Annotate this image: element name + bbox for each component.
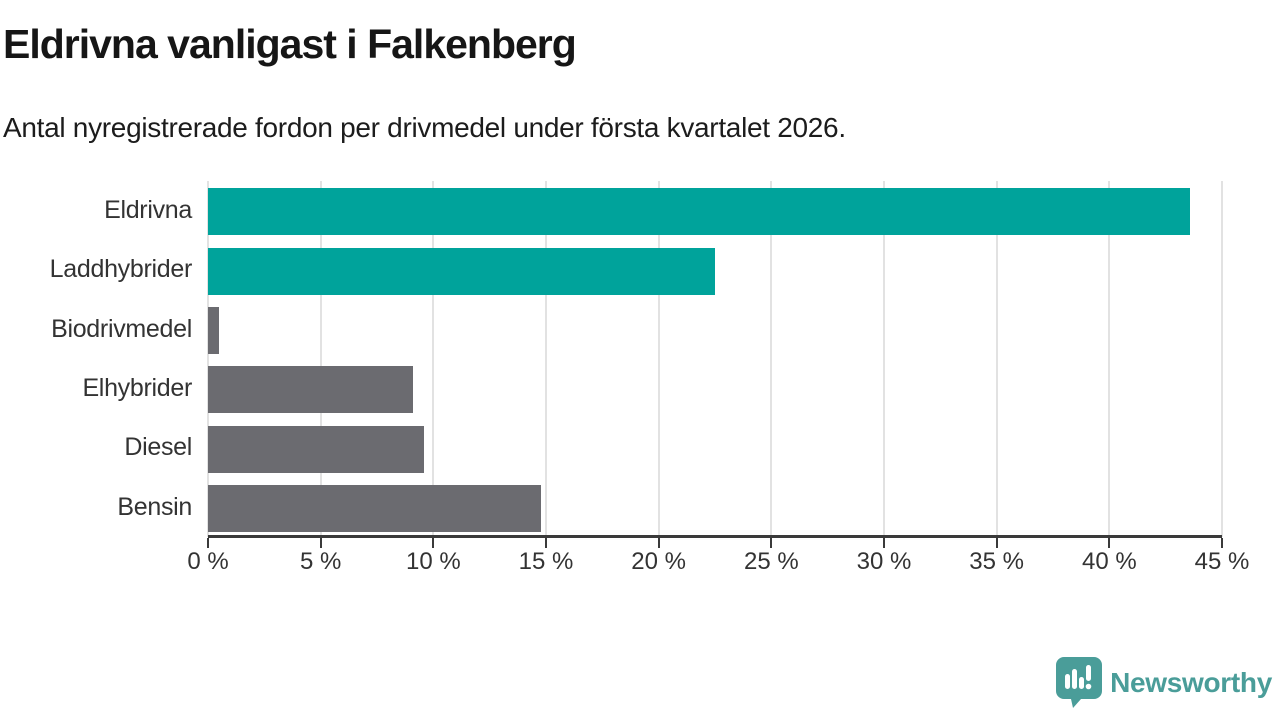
- bar-laddhybrider: [208, 247, 715, 295]
- gridline-10: [432, 181, 435, 537]
- y-axis-labels: Eldrivna Laddhybrider Biodrivmedel Elhybrid…: [0, 181, 193, 537]
- x-axis: [207, 535, 1223, 549]
- gridline-20: [657, 181, 660, 537]
- x-axis-tick-labels: 0 % 5 % 10 % 15 % 20 % 25 % 30 % 35 % 40 % 45 %: [187, 548, 1249, 578]
- x-tick-label: 5 %: [299, 548, 342, 575]
- x-axis-tick-5: [319, 538, 322, 548]
- bar-elhybrider: [208, 366, 414, 414]
- gridline-15: [545, 181, 547, 537]
- x-tick-label: 0 %: [187, 548, 229, 575]
- y-label-laddhybrider: Laddhybrider: [49, 255, 193, 284]
- x-axis-tick-0: [207, 538, 209, 548]
- x-tick-label: 20 %: [631, 548, 687, 575]
- y-label-elhybrider: Elhybrider: [82, 374, 192, 403]
- bar-bensin: [208, 484, 542, 532]
- x-axis-line: [208, 535, 1222, 538]
- x-axis-tick-15: [545, 538, 547, 548]
- chart-title: Eldrivna vanligast i Falkenberg: [3, 21, 577, 67]
- bar-eldrivna: [208, 188, 1191, 236]
- x-axis-tick-30: [883, 538, 885, 548]
- x-tick-label: 10 %: [405, 548, 461, 575]
- plot-area: [207, 181, 1223, 537]
- x-axis-tick-10: [432, 538, 435, 548]
- gridline-5: [319, 181, 322, 537]
- gridline-45: [1221, 181, 1223, 537]
- x-tick-label: 30 %: [856, 548, 912, 575]
- x-tick-label: 15 %: [518, 548, 574, 575]
- newsworthy-icon: [1056, 657, 1103, 708]
- y-label-diesel: Diesel: [124, 433, 192, 462]
- y-label-bensin: Bensin: [117, 492, 192, 521]
- brand-name: Newsworthy: [1110, 666, 1272, 698]
- newsworthy-logo: Newsworthy: [1056, 657, 1272, 708]
- gridline-40: [1108, 181, 1111, 537]
- x-axis-tick-25: [770, 538, 773, 548]
- x-tick-label: 45 %: [1194, 548, 1250, 575]
- chart-subtitle: Antal nyregistrerade fordon per drivmede…: [3, 112, 846, 143]
- gridline-0: [207, 181, 209, 537]
- gridline-35: [995, 181, 998, 537]
- y-label-biodrivmedel: Biodrivmedel: [51, 314, 192, 343]
- bar-biodrivmedel: [208, 306, 220, 354]
- x-tick-label: 35 %: [969, 548, 1025, 575]
- x-axis-tick-40: [1108, 538, 1111, 548]
- x-axis-tick-20: [657, 538, 660, 548]
- y-label-eldrivna: Eldrivna: [104, 196, 192, 225]
- x-tick-label: 25 %: [743, 548, 799, 575]
- x-tick-label: 40 %: [1081, 548, 1137, 575]
- gridline-25: [770, 181, 773, 537]
- gridline-30: [883, 181, 885, 537]
- x-axis-tick-45: [1221, 538, 1223, 548]
- x-axis-tick-35: [995, 538, 998, 548]
- bar-diesel: [208, 425, 425, 473]
